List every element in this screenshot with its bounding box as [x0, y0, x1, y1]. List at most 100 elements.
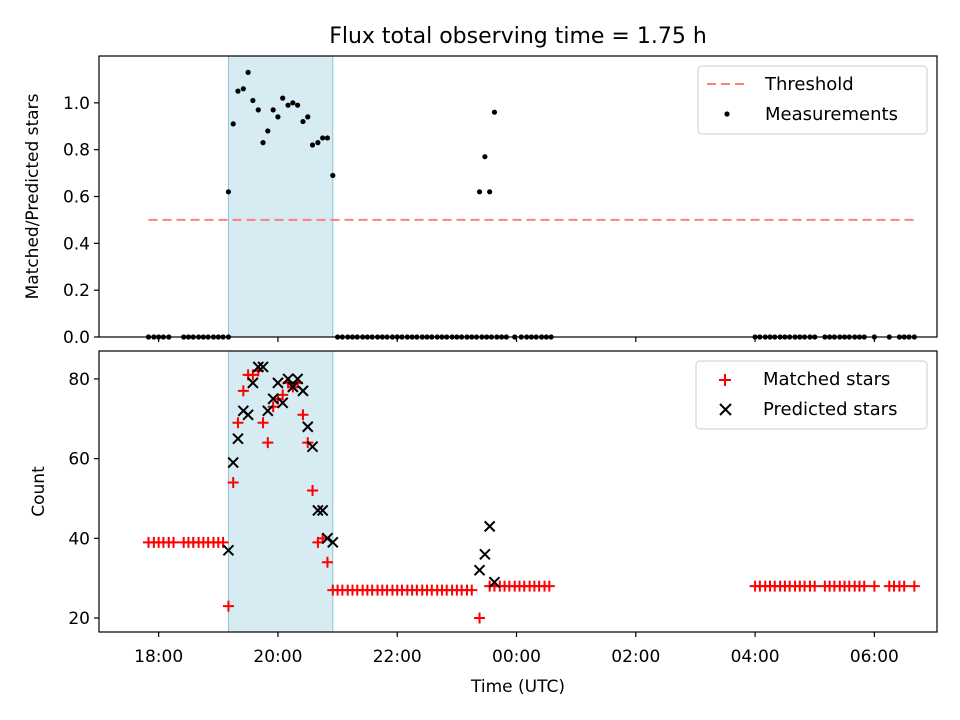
measurement-point — [230, 121, 236, 127]
measurement-point — [285, 102, 291, 108]
measurement-point — [240, 86, 246, 92]
matched-star-point — [908, 580, 920, 592]
measurement-point — [309, 142, 316, 148]
predicted-star-point — [483, 520, 496, 533]
matched-star-point — [232, 417, 244, 429]
measurement-point — [482, 154, 488, 160]
measurements-series — [145, 69, 917, 340]
measurement-point — [280, 95, 286, 101]
y-tick-label: 20 — [68, 609, 90, 629]
count-y-axis: 20 40 60 80 — [68, 370, 99, 629]
time-x-axis: 18:00 20:00 22:00 00:00 02:00 04:00 06:00 — [134, 632, 899, 667]
x-tick-label: 02:00 — [611, 647, 660, 667]
predicted-star-point — [272, 377, 284, 389]
measurement-point — [476, 189, 483, 195]
legend-measurements-swatch — [724, 111, 730, 117]
x-tick-label: 22:00 — [373, 647, 422, 667]
matched-star-point — [297, 409, 309, 421]
predicted-star-point — [257, 361, 269, 373]
matched-star-point — [809, 580, 821, 592]
legend-matched-swatch — [719, 374, 731, 386]
x-tick-label: 06:00 — [850, 647, 899, 667]
y-tick-label: 0.8 — [63, 141, 90, 161]
matched-star-point — [168, 536, 180, 548]
x-tick-label: 20:00 — [253, 647, 302, 667]
ratio-y-axis: 0.0 0.2 0.4 0.6 0.8 1.0 — [63, 94, 99, 348]
count-legend: Matched stars Predicted stars — [695, 360, 928, 430]
legend-threshold-label: Threshold — [764, 74, 854, 95]
measurement-point — [300, 118, 306, 125]
measurement-point — [265, 128, 271, 134]
measurement-point — [255, 107, 261, 113]
y-tick-label: 0.2 — [63, 281, 90, 301]
predicted-star-point — [316, 504, 329, 517]
measurement-point — [225, 189, 232, 195]
matched-star-point — [321, 556, 333, 568]
observing-window-shade — [227, 55, 334, 338]
ratio-panel: 0.0 0.2 0.4 0.6 0.8 1.0 Matched/Predicted sta… — [23, 55, 938, 348]
y-tick-label: 0.4 — [63, 234, 90, 254]
ratio-legend: Threshold Measurements — [697, 65, 928, 135]
measurement-point — [491, 109, 498, 115]
measurement-point — [235, 88, 241, 94]
x-tick-label: 00:00 — [492, 647, 541, 667]
measurement-point — [305, 114, 311, 120]
predicted-stars-series — [222, 361, 501, 588]
matched-star-point — [474, 612, 486, 624]
x-axis-label: Time (UTC) — [470, 677, 565, 697]
x-tick-label: 18:00 — [134, 647, 183, 667]
matched-star-point — [277, 389, 289, 401]
y-tick-label: 1.0 — [63, 94, 90, 114]
predicted-star-point — [242, 409, 254, 421]
ratio-y-label: Matched/Predicted stars — [23, 93, 43, 299]
matched-star-point — [543, 580, 555, 592]
y-tick-label: 40 — [68, 529, 90, 549]
predicted-star-point — [276, 397, 289, 409]
matched-star-point — [222, 600, 234, 612]
measurement-point — [330, 172, 336, 179]
measurement-point — [270, 107, 276, 113]
predicted-star-point — [312, 504, 324, 517]
count-plot-frame — [98, 350, 938, 633]
predicted-star-point — [291, 373, 304, 385]
matched-star-point — [868, 580, 880, 592]
measurement-point — [315, 140, 321, 146]
predicted-star-point — [479, 548, 491, 560]
y-tick-label: 60 — [68, 450, 90, 470]
measurement-point — [250, 97, 256, 104]
ratio-x-ticks — [158, 337, 875, 342]
matched-star-point — [227, 477, 239, 489]
measurement-point — [275, 114, 281, 120]
legend-predicted-label: Predicted stars — [763, 399, 897, 420]
predicted-star-point — [282, 373, 294, 385]
matched-star-point — [898, 580, 910, 592]
figure-title: Flux total observing time = 1.75 h — [329, 24, 707, 49]
matched-star-point — [466, 584, 478, 596]
measurement-point — [290, 100, 296, 106]
x-tick-label: 04:00 — [731, 647, 780, 667]
predicted-star-point — [262, 405, 274, 417]
count-y-label: Count — [29, 466, 49, 517]
predicted-star-point — [232, 432, 244, 445]
predicted-star-point — [297, 385, 309, 397]
matched-star-point — [307, 485, 319, 497]
predicted-star-point — [267, 393, 279, 405]
predicted-star-point — [473, 564, 486, 576]
predicted-star-point — [247, 377, 259, 389]
predicted-star-point — [306, 440, 319, 453]
matched-star-point — [237, 385, 249, 397]
y-tick-label: 0.0 — [63, 328, 90, 348]
measurement-point — [245, 69, 251, 75]
measurement-point — [487, 189, 493, 195]
matched-stars-series — [143, 365, 920, 624]
legend-predicted-swatch — [719, 403, 732, 416]
matched-star-point — [262, 437, 274, 449]
y-tick-label: 80 — [68, 370, 90, 390]
predicted-star-point — [327, 536, 339, 549]
matched-star-point — [257, 417, 269, 429]
legend-box — [695, 360, 928, 430]
legend-box — [697, 65, 928, 135]
measurement-point — [295, 102, 301, 108]
measurement-point — [324, 135, 331, 141]
legend-matched-label: Matched stars — [763, 369, 890, 390]
